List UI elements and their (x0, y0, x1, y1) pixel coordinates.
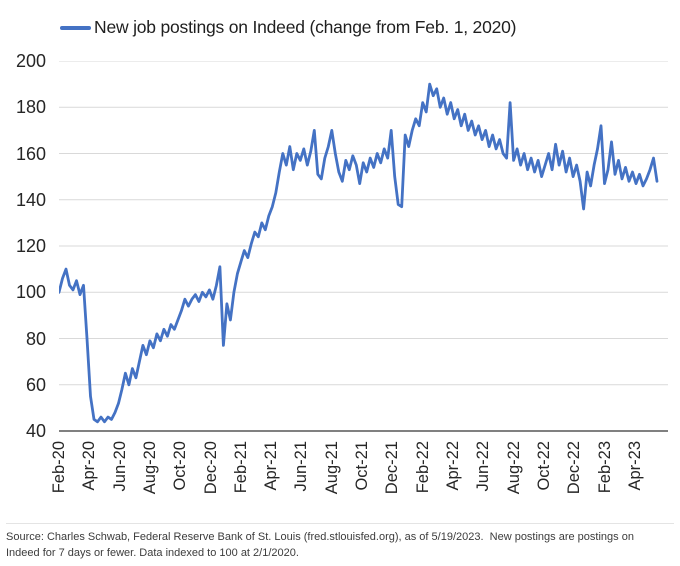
x-tick-label: Oct-22 (534, 441, 553, 491)
x-tick-label: Apr-23 (625, 441, 644, 491)
x-tick-label: Aug-22 (504, 441, 523, 495)
x-tick-label: Dec-20 (201, 441, 220, 495)
y-tick-label: 180 (15, 97, 46, 118)
x-tick-label: Apr-22 (444, 441, 462, 491)
chart-legend: New job postings on Indeed (change from … (60, 17, 517, 38)
x-tick-label: Feb-21 (231, 441, 250, 494)
legend-line-swatch (60, 25, 91, 30)
y-tick-label: 100 (15, 282, 46, 303)
y-tick-label: 140 (15, 189, 46, 210)
legend-label: New job postings on Indeed (change from … (94, 17, 517, 37)
x-tick-label: Feb-20 (50, 441, 68, 494)
data-line (59, 82, 659, 424)
x-tick-label: Aug-21 (322, 441, 341, 495)
x-tick-label: Feb-22 (413, 441, 432, 494)
x-tick-label: Aug-20 (140, 441, 159, 495)
x-tick-label: Dec-21 (383, 441, 402, 495)
y-tick-label: 40 (25, 421, 46, 441)
x-tick-label: Jun-22 (474, 441, 493, 492)
x-tick-label: Oct-20 (171, 441, 190, 491)
x-tick-label: Feb-23 (595, 441, 614, 494)
y-axis-labels: 200 180 160 140 120 100 80 60 40 (0, 0, 46, 460)
y-tick-label: 200 (15, 51, 46, 71)
x-tick-label: Jun-21 (292, 441, 311, 492)
x-tick-label: Dec-22 (565, 441, 584, 495)
x-tick-label: Apr-20 (80, 441, 99, 491)
y-tick-label: 160 (15, 143, 46, 164)
plot-area (59, 61, 668, 432)
x-tick-label: Jun-20 (110, 441, 129, 492)
source-note: Source: Charles Schwab, Federal Reserve … (6, 523, 674, 561)
source-line-1: Source: Charles Schwab, Federal Reserve … (6, 531, 634, 543)
x-tick-label: Apr-21 (262, 441, 281, 491)
y-tick-label: 60 (25, 374, 46, 395)
source-line-2: Indeed for 7 days or fewer. Data indexed… (6, 546, 299, 559)
y-tick-label: 120 (15, 236, 46, 256)
x-tick-label: Oct-21 (353, 441, 372, 491)
x-axis-labels: Feb-20 Apr-20 Jun-20 Aug-20 Oct-20 Dec-20 Feb-… (0, 0, 680, 494)
y-tick-label: 80 (25, 328, 46, 349)
